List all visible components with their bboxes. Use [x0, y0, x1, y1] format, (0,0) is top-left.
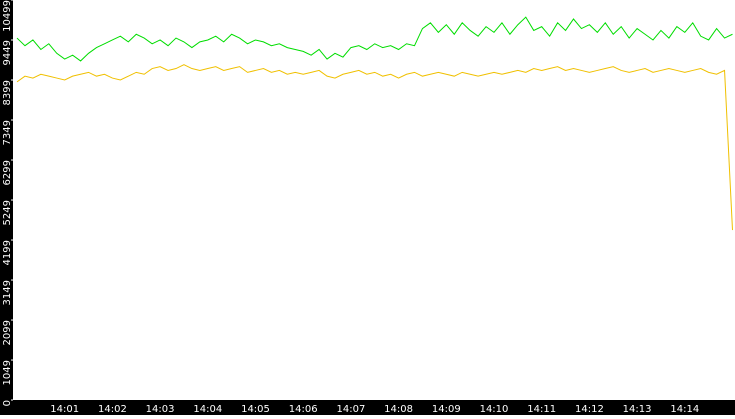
- y-tick-label: 3149: [2, 280, 13, 305]
- x-tick-label: 14:05: [241, 404, 270, 415]
- series-line: [16, 64, 733, 231]
- y-tick-label: 10499: [2, 0, 13, 32]
- y-tick-label: 5249: [2, 200, 13, 225]
- y-tick-label: 0: [2, 400, 13, 406]
- x-tick-label: 14:04: [193, 404, 222, 415]
- x-tick-label: 14:06: [289, 404, 318, 415]
- series-line: [16, 16, 733, 62]
- x-tick-label: 14:10: [480, 404, 509, 415]
- x-tick-label: 14:09: [432, 404, 461, 415]
- x-tick-label: 14:14: [670, 404, 699, 415]
- x-tick-label: 14:11: [527, 404, 556, 415]
- x-tick-label: 14:12: [575, 404, 604, 415]
- x-tick-label: 14:02: [98, 404, 127, 415]
- y-tick-label: 1049: [2, 360, 13, 385]
- y-tick-label: 8399: [2, 80, 13, 105]
- x-tick-label: 14:01: [50, 404, 79, 415]
- x-tick-label: 14:07: [336, 404, 365, 415]
- y-tick-label: 4199: [2, 240, 13, 265]
- x-tick-label: 14:03: [146, 404, 175, 415]
- x-tick-label: 14:13: [623, 404, 652, 415]
- y-axis-strip: [0, 0, 13, 415]
- y-tick-label: 9449: [2, 40, 13, 65]
- y-tick-label: 7349: [2, 120, 13, 145]
- x-tick-label: 14:08: [384, 404, 413, 415]
- y-tick-label: 2099: [2, 320, 13, 345]
- y-tick-label: 6299: [2, 160, 13, 185]
- x-axis-strip: [0, 400, 735, 415]
